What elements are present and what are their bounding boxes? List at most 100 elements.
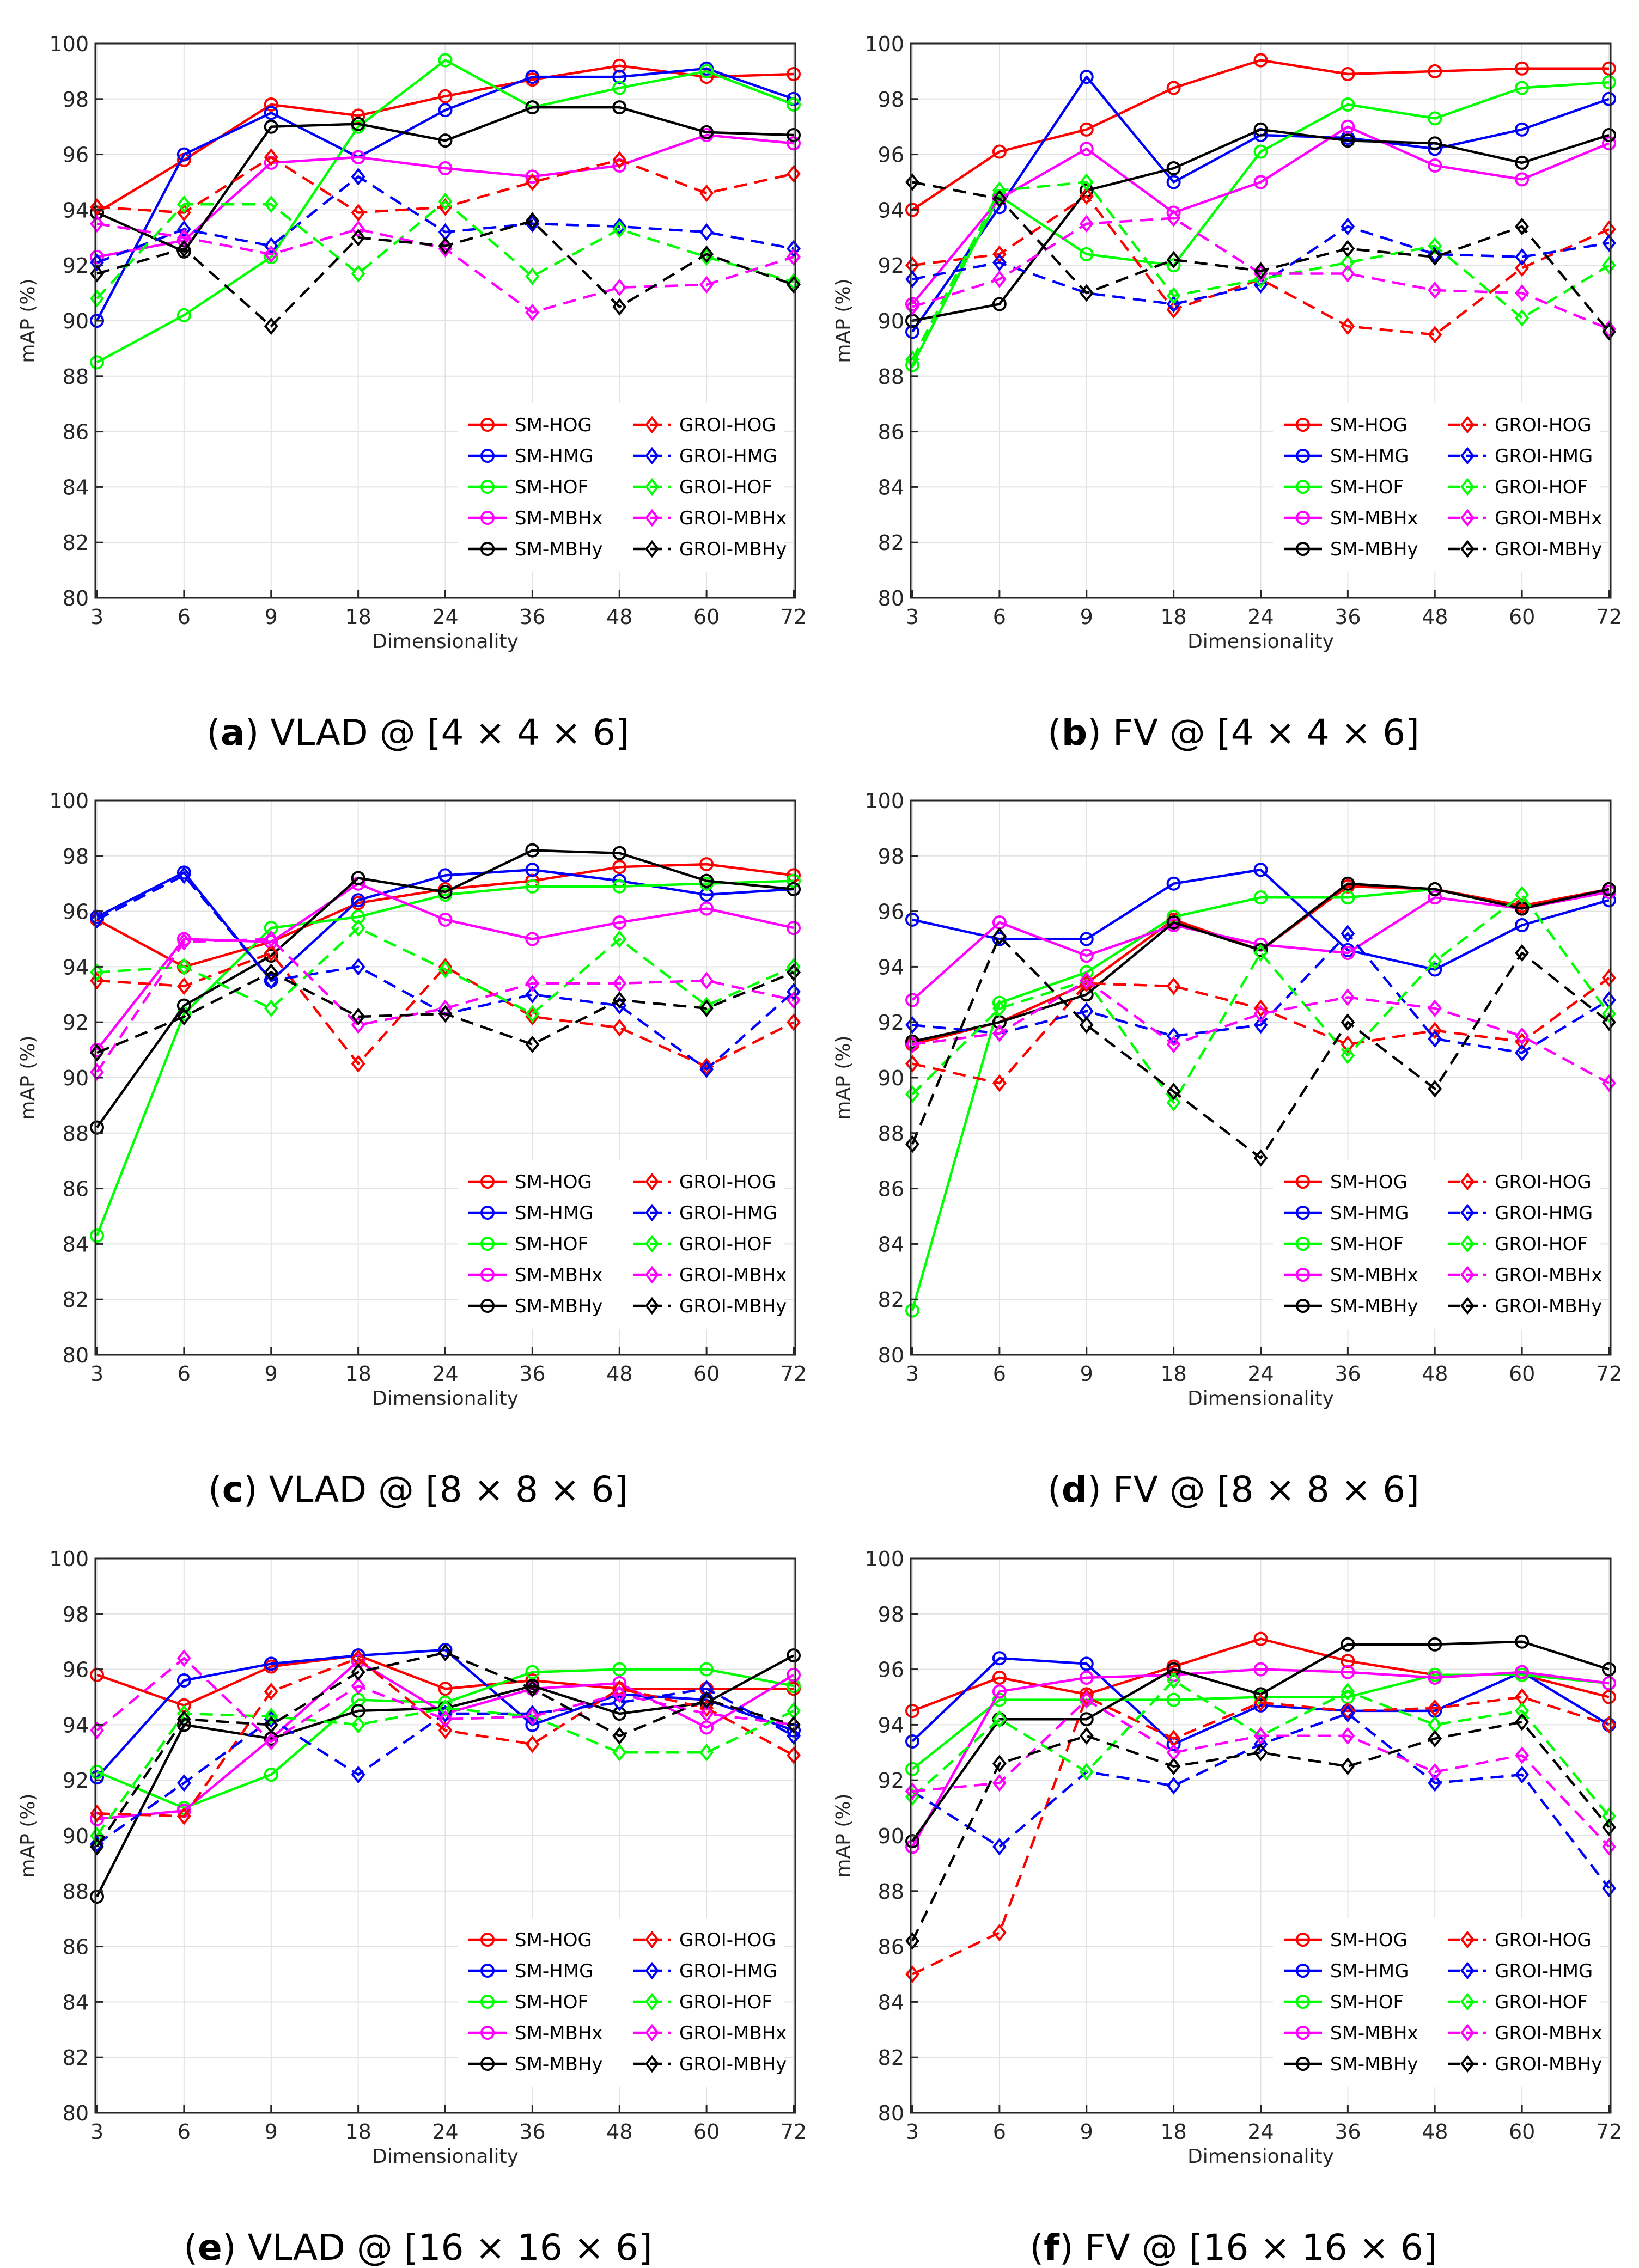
legend-item: SM-HOF: [468, 476, 588, 498]
x-tick-label: 18: [345, 605, 371, 629]
y-tick-label: 98: [63, 845, 89, 869]
y-tick-label: 88: [878, 1122, 904, 1146]
series-groi-hof: [905, 885, 1616, 1112]
y-tick-label: 94: [878, 1713, 904, 1737]
legend-marker: [480, 2057, 495, 2071]
series-line: [911, 1656, 1610, 1746]
series-groi-mbhy: [90, 212, 801, 335]
y-tick-label: 86: [878, 1935, 904, 1959]
legend: SM-HOG GROI-HOG SM-HMG GROI-HMG SM-HOF GROI-H…: [1273, 1918, 1602, 2087]
data-point: [1341, 240, 1355, 258]
legend-marker: [480, 1995, 495, 2009]
y-tick-label: 98: [63, 88, 89, 112]
x-axis-label: Dimensionality: [372, 1387, 519, 1410]
data-point: [264, 963, 278, 981]
data-point: [1515, 155, 1530, 170]
x-tick-label: 60: [1509, 2120, 1535, 2144]
series-line: [911, 1721, 1610, 1942]
data-point: [1341, 1683, 1355, 1701]
x-tick-label: 36: [1335, 1362, 1361, 1386]
data-point: [1428, 248, 1442, 266]
data-point: [525, 1005, 540, 1023]
legend-item: SM-MBHy: [1284, 1295, 1418, 1317]
data-point: [525, 1707, 540, 1726]
legend-marker: [1296, 1299, 1310, 1313]
data-point: [1341, 1035, 1355, 1054]
y-axis-label: mAP (%): [832, 1793, 855, 1878]
data-point: [1253, 1662, 1268, 1677]
data-point: [1079, 1763, 1094, 1781]
series-groi-mbhx: [905, 971, 1616, 1092]
legend-item: SM-HOF: [468, 1233, 588, 1255]
data-point: [351, 1055, 365, 1073]
legend-label: GROI-HMG: [1495, 1960, 1593, 1982]
data-point: [351, 1007, 365, 1026]
legend-marker: [1296, 480, 1310, 494]
data-point: [176, 240, 191, 258]
y-tick-label: 84: [878, 1990, 904, 2014]
legend-item: SM-MBHy: [468, 539, 603, 560]
data-point: [264, 317, 278, 335]
series-line: [96, 175, 794, 264]
data-point: [351, 871, 365, 885]
data-point: [1428, 1699, 1442, 1717]
x-tick-label: 9: [1080, 2120, 1093, 2144]
data-point: [1428, 326, 1442, 344]
legend-background: [458, 403, 784, 572]
legend-item: GROI-MBHy: [633, 1295, 787, 1317]
subfigure-caption: (c) VLAD @ [8 × 8 × 6]: [208, 1469, 628, 1511]
x-tick-label: 6: [178, 605, 191, 629]
legend-label: SM-HMG: [1330, 445, 1409, 467]
data-point: [525, 932, 540, 946]
series-groi-hog: [90, 944, 801, 1075]
data-point: [1428, 1637, 1442, 1652]
series-groi-mbhx: [90, 215, 801, 321]
data-point: [1079, 142, 1094, 156]
data-point: [90, 1228, 104, 1243]
legend-label: GROI-HOF: [679, 1233, 772, 1255]
series-line: [96, 882, 794, 1051]
x-axis-label: Dimensionality: [1187, 1387, 1334, 1410]
data-point: [612, 1727, 627, 1745]
data-point: [525, 173, 540, 191]
data-point: [438, 1699, 453, 1717]
data-point: [438, 884, 453, 899]
data-point: [264, 119, 278, 134]
y-tick-label: 100: [49, 1547, 89, 1571]
legend-label: GROI-HOF: [1495, 1991, 1588, 2013]
data-point: [787, 66, 801, 81]
legend-label: SM-MBHy: [1330, 2053, 1418, 2075]
data-point: [438, 53, 453, 68]
series-line: [96, 219, 794, 328]
series-line: [96, 938, 794, 1073]
y-tick-label: 84: [63, 1990, 89, 2014]
data-point: [525, 843, 540, 858]
data-point: [351, 919, 365, 937]
data-point: [1602, 323, 1616, 341]
y-tick-label: 94: [63, 955, 89, 979]
data-point: [1602, 1690, 1616, 1704]
legend: SM-HOG GROI-HOG SM-HMG GROI-HMG SM-HOF GROI-H…: [1273, 403, 1602, 572]
data-point: [1341, 133, 1355, 148]
legend-label: GROI-MBHy: [1495, 2053, 1602, 2075]
data-point: [1515, 217, 1530, 236]
data-point: [438, 868, 453, 883]
legend-item: GROI-MBHy: [1448, 539, 1602, 560]
data-point: [351, 150, 365, 164]
data-point: [351, 1765, 365, 1784]
legend-label: GROI-HMG: [679, 1202, 777, 1224]
data-point: [1166, 1671, 1181, 1690]
data-point: [905, 1965, 919, 1983]
data-point: [264, 97, 278, 112]
y-tick-label: 88: [63, 365, 89, 389]
data-point: [992, 144, 1007, 159]
data-point: [1428, 158, 1442, 173]
data-point: [1341, 1757, 1355, 1775]
data-point: [699, 999, 714, 1017]
legend-marker: [645, 509, 659, 527]
data-point: [1602, 1818, 1616, 1836]
data-point: [905, 993, 919, 1007]
y-tick-label: 90: [878, 309, 904, 333]
